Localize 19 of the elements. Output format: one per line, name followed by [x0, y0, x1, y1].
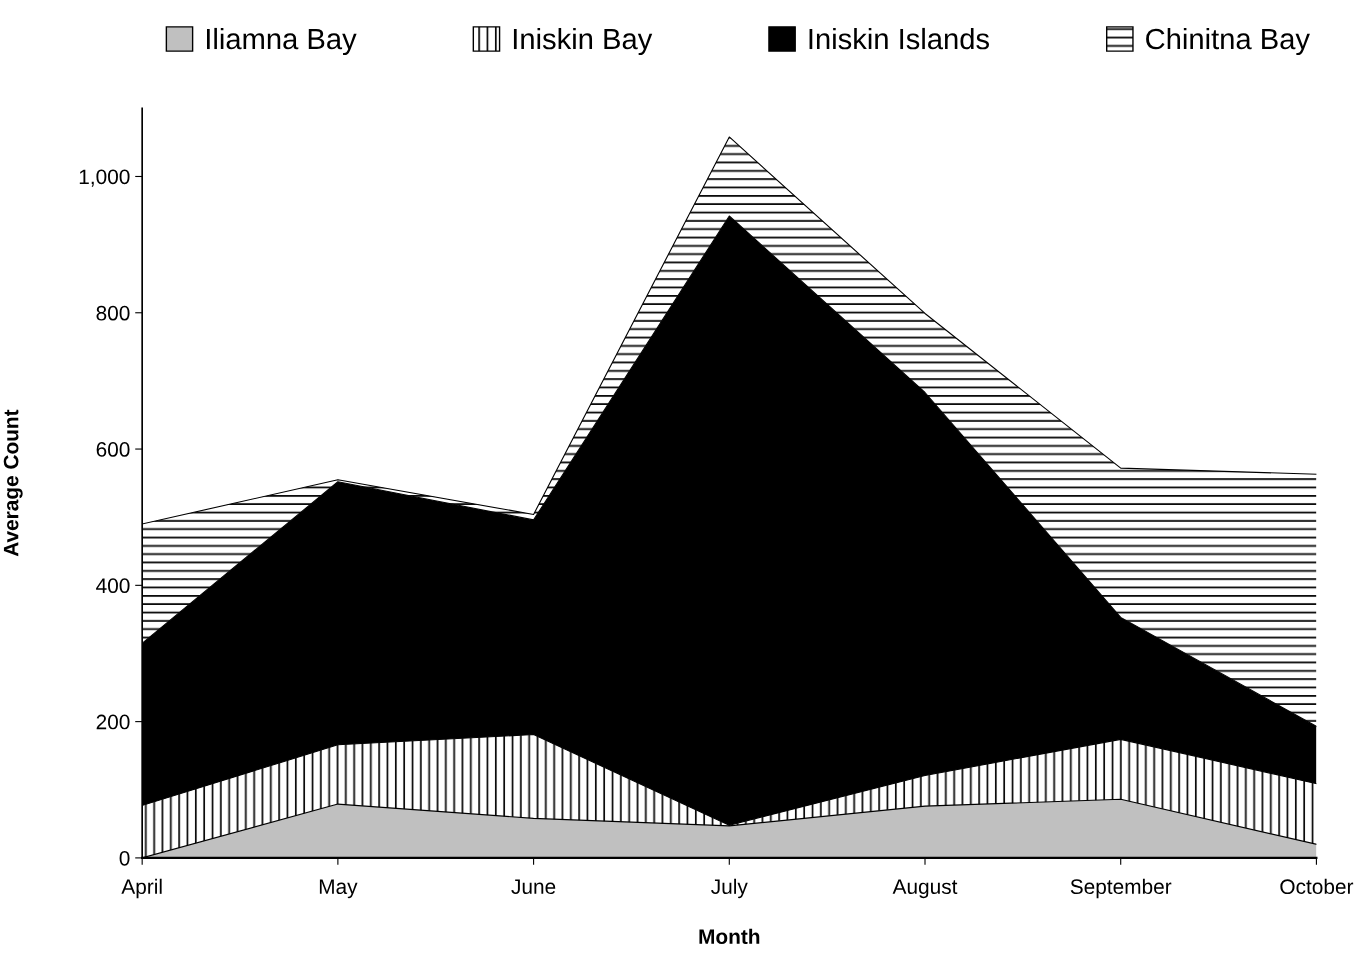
x-tick-label: July — [711, 878, 748, 899]
x-tick-label: October — [1280, 878, 1354, 895]
x-tick-label: September — [1070, 878, 1172, 899]
y-tick-label: 1,000 — [79, 169, 130, 187]
legend-label: Iniskin Islands — [809, 27, 989, 50]
y-tick-label: 400 — [96, 578, 130, 594]
x-axis-title: Month — [699, 928, 760, 945]
y-axis-title: Average Count — [3, 409, 23, 557]
legend-label: Iliamna Bay — [206, 27, 357, 56]
y-tick-label: 200 — [96, 714, 130, 730]
x-tick-label: May — [319, 879, 358, 899]
x-tick-label: June — [511, 879, 556, 895]
x-tick-label: April — [121, 878, 162, 899]
y-tick-label: 600 — [96, 442, 130, 457]
x-tick-label: August — [892, 879, 958, 899]
y-tick-label: 800 — [96, 305, 130, 321]
legend-label: Chinitna Bay — [1146, 27, 1310, 56]
legend-label: Iniskin Bay — [513, 27, 653, 56]
y-tick-label: 0 — [119, 850, 130, 866]
